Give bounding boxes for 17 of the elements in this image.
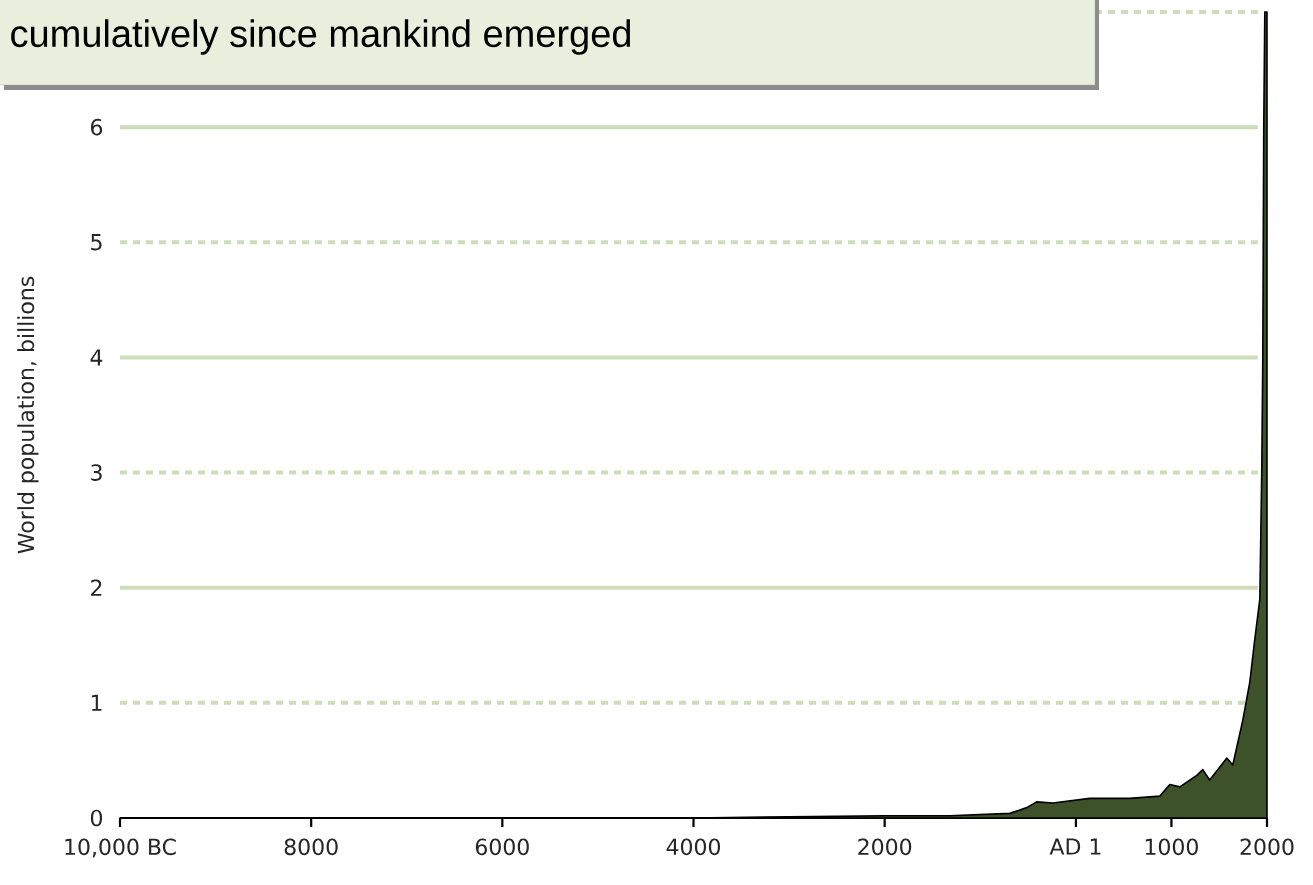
y-tick-label: 0 <box>90 809 103 827</box>
x-tick-label: 6000 <box>475 838 529 856</box>
x-tick-label: 8000 <box>284 838 338 856</box>
annotation: cumulatively since mankind emerged <box>11 19 631 55</box>
y-tick-label: 4 <box>90 349 103 366</box>
x-tick-label: AD 1 <box>1049 838 1101 855</box>
y-tick-label: 1 <box>91 694 102 711</box>
y-tick-label: 3 <box>91 464 102 481</box>
x-tick-label: 2000 <box>858 838 912 856</box>
x-tick-label: 2000 <box>1240 838 1294 856</box>
x-tick-label: 4000 <box>666 838 721 856</box>
x-tick-label: 10,000 BC <box>65 838 176 858</box>
y-axis-title: World population, billions <box>17 276 39 554</box>
y-tick-label: 6 <box>91 118 103 136</box>
y-tick-label: 2 <box>91 579 102 596</box>
y-tick-label: 5 <box>91 234 102 251</box>
x-tick-label: 1000 <box>1145 838 1198 856</box>
